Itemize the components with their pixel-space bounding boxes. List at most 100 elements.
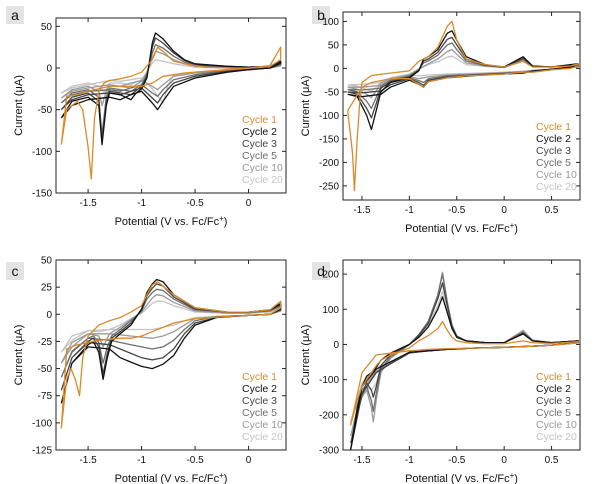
legend-entry: Cycle 3: [242, 138, 277, 150]
y-tick-label: 200: [322, 270, 339, 281]
legend-entry: Cycle 3: [536, 145, 571, 157]
legend-entry: Cycle 10: [242, 162, 283, 174]
legend-entry: Cycle 3: [536, 395, 571, 407]
x-tick-label: -1.5: [79, 455, 97, 466]
y-tick-label: -50: [325, 87, 340, 98]
y-tick-label: -100: [32, 418, 52, 429]
x-axis-label: Potential (V vs. Fc/Fc+): [115, 214, 228, 228]
legend-entry: Cycle 20: [242, 174, 283, 186]
legend-entry: Cycle 10: [536, 419, 577, 431]
legend-entry: Cycle 1: [242, 371, 277, 383]
series-line-cycle-1: [60, 281, 282, 429]
y-axis-label: Current (μA): [300, 76, 312, 137]
legend-entry: Cycle 5: [242, 407, 277, 419]
y-tick-label: 50: [328, 40, 340, 51]
legend-entry: Cycle 20: [536, 431, 577, 443]
y-tick-label: -200: [319, 410, 339, 421]
y-tick-label: -200: [319, 158, 339, 169]
x-tick-label: 0: [246, 198, 252, 209]
legend-entry: Cycle 2: [536, 383, 571, 395]
y-axis-label: Current (μA): [300, 325, 312, 386]
y-tick-label: 50: [41, 22, 53, 33]
y-tick-label: 0: [46, 64, 52, 75]
legend-entry: Cycle 5: [536, 407, 571, 419]
x-tick-label: -1.5: [353, 205, 371, 216]
legend-entry: Cycle 2: [536, 133, 571, 145]
y-tick-label: -50: [38, 364, 53, 375]
x-tick-label: -0.5: [186, 198, 204, 209]
series-line-cycle-3: [347, 36, 579, 119]
plot-frame: [342, 259, 581, 451]
x-tick-label: 0: [246, 455, 252, 466]
x-axis-label: Potential (V vs. Fc/Fc+): [405, 471, 518, 484]
y-tick-label: -100: [319, 111, 339, 122]
y-tick-label: -100: [319, 375, 339, 386]
y-axis-label: Current (μA): [13, 325, 25, 386]
legend-entry: Cycle 5: [242, 150, 277, 162]
legend-entry: Cycle 2: [242, 126, 277, 138]
panel-b: b -250 -200 -150 -100 -50 0 50 100 -1.5 -1 -0.5 0 0.5…: [300, 6, 581, 235]
y-tick-label: -125: [32, 446, 52, 457]
x-tick-label: 0.5: [545, 455, 559, 466]
legend-entry: Cycle 5: [536, 157, 571, 169]
legend-entry: Cycle 2: [242, 383, 277, 395]
x-tick-label: -1: [405, 205, 414, 216]
x-axis-label: Potential (V vs. Fc/Fc+): [115, 471, 228, 484]
series-line-cycle-2: [60, 32, 282, 146]
series-line-cycle-5: [347, 42, 579, 110]
x-tick-label: -1.5: [353, 455, 371, 466]
x-tick-label: -0.5: [186, 455, 204, 466]
plot-frame: [55, 17, 287, 194]
y-tick-label: 50: [41, 256, 53, 267]
y-tick-label: -150: [319, 134, 339, 145]
x-tick-label: -1.5: [79, 198, 97, 209]
legend-entry: Cycle 20: [242, 431, 283, 443]
legend-entry: Cycle 10: [536, 169, 577, 181]
series-line-cycle-1: [349, 320, 579, 426]
y-tick-label: 0: [333, 340, 339, 351]
y-tick-label: -150: [32, 189, 52, 200]
panel-label: c: [12, 263, 19, 279]
y-tick-label: -250: [319, 181, 339, 192]
series-line-cycle-1: [347, 20, 579, 192]
legend-entry: Cycle 10: [242, 419, 283, 431]
y-tick-label: 25: [41, 283, 53, 294]
panel-label-badge: [6, 262, 24, 280]
legend-entry: Cycle 1: [536, 121, 571, 133]
y-tick-label: 100: [322, 305, 339, 316]
panel-d: d -300 -200 -100 0 100 200 -1.5 -1 -0.5 0 0.5 Cycle …: [300, 259, 581, 484]
panel-label: b: [317, 7, 325, 23]
x-tick-label: -0.5: [448, 455, 466, 466]
series-line-cycle-10: [347, 48, 579, 99]
y-tick-label: 0: [46, 310, 52, 321]
panel-label: a: [11, 7, 19, 23]
x-tick-label: 0: [501, 455, 507, 466]
x-tick-label: -1: [137, 455, 146, 466]
y-tick-label: 0: [333, 64, 339, 75]
x-tick-label: -1: [405, 455, 414, 466]
series-line-cycle-1: [60, 46, 282, 180]
x-axis-label: Potential (V vs. Fc/Fc+): [405, 221, 518, 235]
series-line-cycle-20: [60, 300, 282, 353]
x-tick-label: -1: [137, 198, 146, 209]
panel-label-badge: [6, 6, 24, 24]
y-tick-label: -300: [319, 446, 339, 457]
panel-c: c -125 -100 -75 -50 -25 0 25 50 -1.5 -1 -0.5 0 Cycle …: [6, 256, 287, 484]
legend-entry: Cycle 1: [536, 371, 571, 383]
y-tick-label: -75: [38, 391, 53, 402]
y-tick-label: -100: [32, 147, 52, 158]
plot-frame: [342, 11, 581, 201]
x-tick-label: -0.5: [448, 205, 466, 216]
legend-entry: Cycle 20: [536, 181, 577, 193]
panel-label-badge: [312, 6, 330, 24]
legend-entry: Cycle 1: [242, 114, 277, 126]
y-tick-label: -50: [38, 105, 53, 116]
x-tick-label: 0.5: [545, 205, 559, 216]
y-tick-label: 100: [322, 17, 339, 28]
y-axis-label: Current (μA): [13, 75, 25, 136]
panel-label: d: [317, 263, 325, 279]
legend-entry: Cycle 3: [242, 395, 277, 407]
